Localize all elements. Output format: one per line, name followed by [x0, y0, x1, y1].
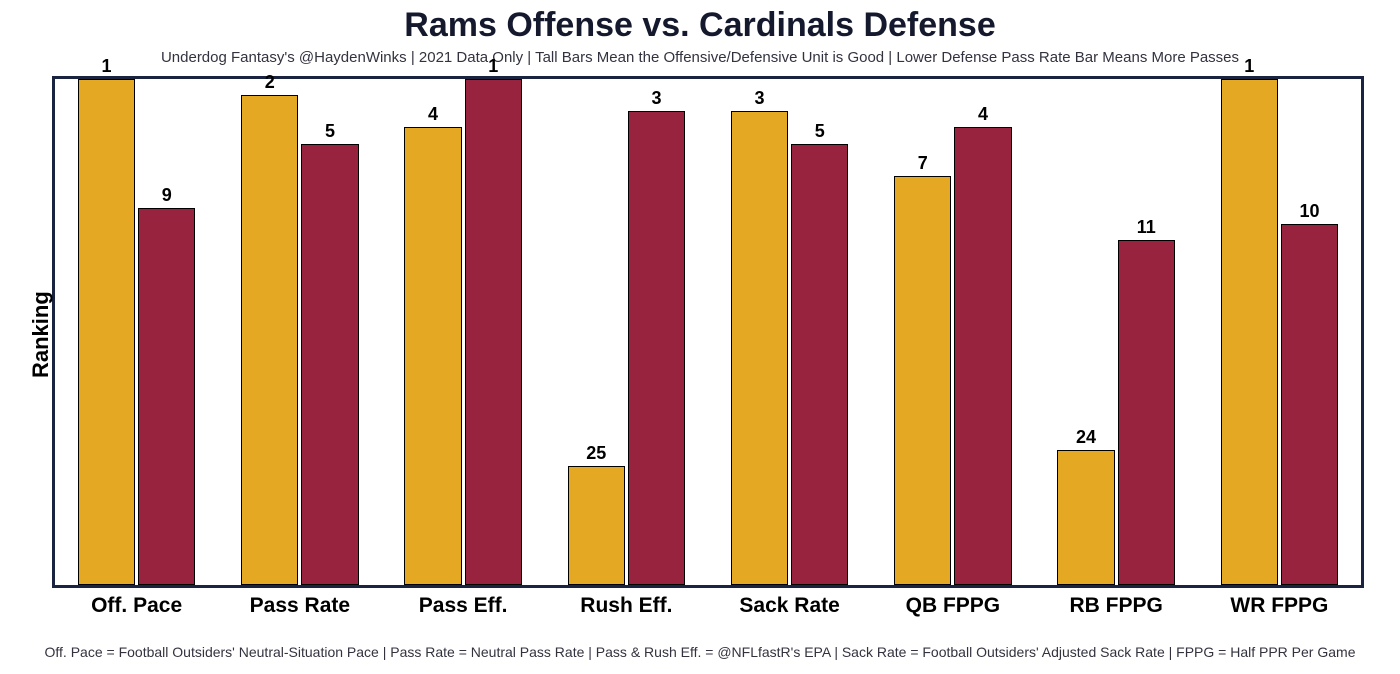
bar-offense: [894, 176, 951, 585]
x-tick-label: Pass Eff.: [419, 594, 508, 618]
bar-label: 10: [1299, 201, 1319, 222]
x-tick-label: Off. Pace: [91, 594, 182, 618]
bar-defense: [1118, 240, 1175, 585]
bar-label: 3: [754, 88, 764, 109]
bar-label: 1: [1244, 56, 1254, 77]
chart-title: Rams Offense vs. Cardinals Defense: [0, 0, 1400, 45]
chart-footnote: Off. Pace = Football Outsiders' Neutral-…: [0, 644, 1400, 660]
bar-offense: [1057, 450, 1114, 585]
bar-offense: [241, 95, 298, 585]
bar-defense: [138, 208, 195, 585]
x-tick-label: WR FPPG: [1230, 594, 1328, 618]
x-tick-label: QB FPPG: [906, 594, 1001, 618]
bar-label: 2: [265, 72, 275, 93]
bar-label: 3: [651, 88, 661, 109]
x-tick-label: Pass Rate: [250, 594, 350, 618]
x-tick-label: Sack Rate: [739, 594, 839, 618]
bar-defense: [791, 144, 848, 585]
bar-offense: [78, 79, 135, 585]
bar-defense: [628, 111, 685, 585]
bar-label: 5: [325, 121, 335, 142]
x-tick-label: RB FPPG: [1069, 594, 1162, 618]
bar-offense: [1221, 79, 1278, 585]
bar-label: 1: [488, 56, 498, 77]
bar-label: 24: [1076, 427, 1096, 448]
bar-label: 4: [428, 104, 438, 125]
bar-label: 25: [586, 443, 606, 464]
bar-defense: [465, 79, 522, 585]
chart-plot-area: 19254125335742411110: [52, 76, 1364, 588]
chart-subtitle: Underdog Fantasy's @HaydenWinks | 2021 D…: [0, 45, 1400, 66]
bar-offense: [568, 466, 625, 585]
bar-defense: [301, 144, 358, 585]
bar-defense: [1281, 224, 1338, 585]
bar-label: 4: [978, 104, 988, 125]
bar-defense: [954, 127, 1011, 585]
bar-offense: [731, 111, 788, 585]
bar-label: 7: [918, 153, 928, 174]
bar-label: 5: [815, 121, 825, 142]
bar-offense: [404, 127, 461, 585]
y-axis-label: Ranking: [28, 291, 54, 378]
x-tick-label: Rush Eff.: [580, 594, 672, 618]
bar-label: 11: [1137, 217, 1156, 238]
bar-label: 9: [162, 185, 172, 206]
bar-label: 1: [101, 56, 111, 77]
bars-container: 19254125335742411110: [55, 79, 1361, 585]
